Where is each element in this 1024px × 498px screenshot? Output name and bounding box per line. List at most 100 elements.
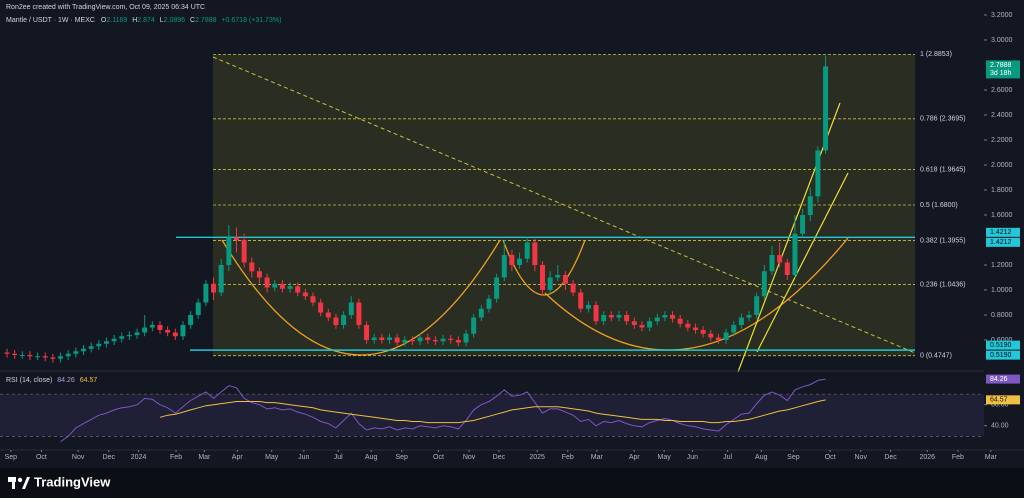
candle-body [448,338,454,340]
candle-body [279,283,285,289]
candle-body [333,317,339,325]
candle-body [570,283,576,293]
candle-body [256,271,262,278]
rsi-tick-label: 40.00 [991,423,1009,430]
candle-body [394,337,400,343]
author-line: Ron2ee created with TradingView.com, Oct… [6,4,205,11]
candle-body [4,352,10,354]
candle-body [103,341,109,344]
candle-body [195,302,201,315]
candle-body [379,337,385,340]
candle-body [547,277,553,290]
x-tick-label: Mar [591,454,604,461]
candle-body [157,325,163,330]
candle-body [241,240,247,263]
candle-body [823,66,829,151]
candle-body [647,321,653,328]
candle-body [677,318,683,324]
x-tick-label: Sep [787,454,800,461]
y-tick-label: 2.0000 [991,162,1013,169]
x-tick-label: Nov [463,454,476,461]
candle-body [807,196,813,215]
candle-body [654,317,660,322]
candle-body [738,317,744,325]
candle-body [287,286,293,289]
candle-body [432,340,438,342]
candle-body [348,302,354,315]
candle-body [58,356,64,359]
candle-body [318,302,324,313]
candle-body [172,332,178,337]
price-tag [986,350,1020,360]
fib-label: 1 (2.8853) [920,51,952,58]
fib-label: 0.5 (1.6800) [920,202,958,209]
fib-label: 0 (0.4747) [920,353,952,360]
x-tick-label: Feb [952,454,964,461]
x-tick-label: Jul [334,454,343,461]
rsi-tag [986,374,1020,384]
candle-body [387,337,392,340]
candle-body [211,283,217,293]
ohlc-key: H [132,17,137,24]
candle-body [463,333,469,343]
price-tag-label: 0.5190 [990,352,1012,359]
candle-body [486,298,492,309]
cup-arc [221,239,501,356]
candle-body [478,308,484,318]
y-tick-label: 0.8000 [991,312,1013,319]
indicator-ma-value: 64.57 [80,377,98,384]
candle-body [409,340,415,342]
ohlc-value: 2.0896 [164,17,186,24]
candle-body [585,305,591,309]
indicator-value: 84.26 [57,377,75,384]
x-tick-label: Aug [755,454,768,461]
x-tick-label: Dec [493,454,506,461]
candle-body [578,292,584,309]
candle-body [119,336,125,339]
price-tag [986,340,1020,350]
candle-body [180,325,186,337]
x-tick-label: Oct [36,454,47,461]
candle-body [532,242,538,265]
price-tag [986,237,1020,247]
fib-label: 0.382 (1.3955) [920,237,966,244]
indicator-title: RSI (14, close) [6,377,52,384]
last-price-tag [986,60,1020,79]
candle-body [371,337,377,340]
brand-logo [8,477,30,489]
x-tick-label: Jun [298,454,309,461]
logo-mark [17,477,23,483]
y-tick-label: 1.6000 [991,212,1013,219]
candle-body [218,265,224,293]
candle-body [12,353,18,355]
candle-body [662,315,668,318]
candle-body [754,296,760,315]
candle-body [639,325,645,328]
candle-body [402,340,408,343]
last-price: 2.7888 [990,62,1012,69]
candle-body [165,330,171,333]
x-tick-label: May [265,454,279,461]
candle-body [608,315,614,318]
candle-body [693,327,698,330]
candle-body [517,258,523,265]
x-tick-label: 2024 [131,454,147,461]
candle-body [800,215,806,234]
price-tag-label: 1.4212 [990,229,1012,236]
candle-body [65,353,71,357]
candle-body [134,332,140,335]
candle-body [562,275,568,284]
fib-label: 0.618 (1.9645) [920,166,966,173]
candle-body [73,351,79,354]
ohlc-key: L [160,17,164,24]
candle-body [501,255,507,278]
candle-body [149,325,155,328]
candle-body [746,315,752,318]
y-tick-label: 1.0000 [991,287,1013,294]
candle-body [631,321,637,325]
price-tag-label: 1.4212 [990,239,1012,246]
y-tick-label: 3.2000 [991,12,1013,19]
y-tick-label: 2.2000 [991,137,1013,144]
candle-body [509,255,515,265]
fib-label: 0.786 (2.3695) [920,116,966,123]
